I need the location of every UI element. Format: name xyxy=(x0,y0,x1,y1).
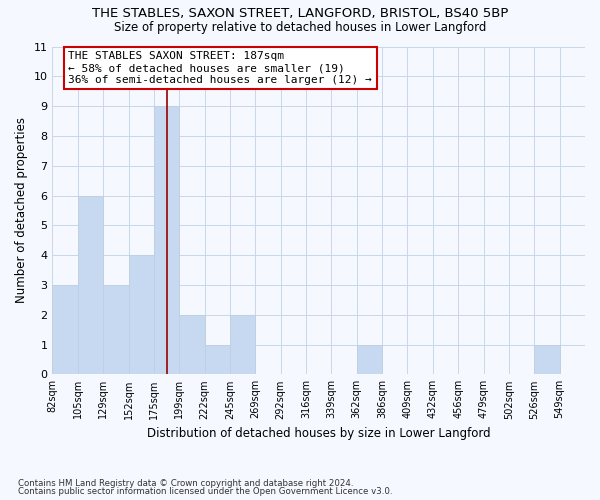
Bar xyxy=(357,344,382,374)
Bar xyxy=(179,314,205,374)
Bar xyxy=(154,106,179,374)
Text: Size of property relative to detached houses in Lower Langford: Size of property relative to detached ho… xyxy=(114,21,486,34)
Bar xyxy=(52,285,78,374)
Bar xyxy=(205,344,230,374)
Text: THE STABLES, SAXON STREET, LANGFORD, BRISTOL, BS40 5BP: THE STABLES, SAXON STREET, LANGFORD, BRI… xyxy=(92,8,508,20)
Bar xyxy=(78,196,103,374)
Bar xyxy=(103,285,128,374)
Y-axis label: Number of detached properties: Number of detached properties xyxy=(15,118,28,304)
Text: Contains public sector information licensed under the Open Government Licence v3: Contains public sector information licen… xyxy=(18,487,392,496)
Text: THE STABLES SAXON STREET: 187sqm
← 58% of detached houses are smaller (19)
36% o: THE STABLES SAXON STREET: 187sqm ← 58% o… xyxy=(68,52,372,84)
Bar xyxy=(230,314,256,374)
Text: Contains HM Land Registry data © Crown copyright and database right 2024.: Contains HM Land Registry data © Crown c… xyxy=(18,478,353,488)
Bar xyxy=(128,255,154,374)
X-axis label: Distribution of detached houses by size in Lower Langford: Distribution of detached houses by size … xyxy=(147,427,491,440)
Bar xyxy=(534,344,560,374)
